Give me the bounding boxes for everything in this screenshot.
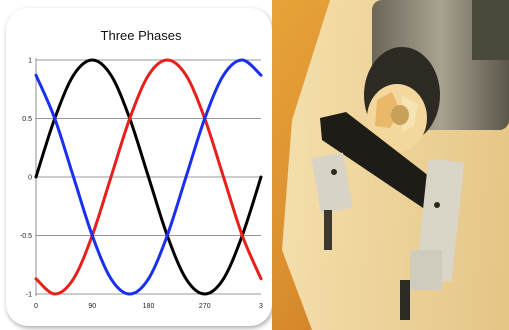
three-phases-chart: Three Phases 1 0.5 0 -0.5 -1 0 90 180 270 3 [6, 8, 272, 326]
y-tick-label-3: -0.5 [20, 233, 32, 240]
series-line-0 [34, 58, 263, 296]
x-tick-label-4: 3 [259, 303, 263, 310]
series-line-1 [34, 58, 263, 296]
chart-title: Three Phases [101, 28, 182, 43]
x-tick-label-0: 0 [34, 303, 38, 310]
series-layer [34, 58, 263, 296]
motor-photo-image [272, 0, 509, 330]
x-tick-label-2: 180 [143, 303, 155, 310]
x-tick-labels: 0 90 180 270 3 [34, 303, 263, 310]
y-tick-label-1: 0.5 [22, 116, 32, 123]
motor-photo [272, 0, 509, 330]
y-tick-label-4: -1 [26, 292, 32, 299]
x-tick-label-1: 90 [88, 303, 96, 310]
x-tick-label-3: 270 [199, 303, 211, 310]
y-tick-labels: 1 0.5 0 -0.5 -1 [20, 58, 32, 299]
y-tick-label-2: 0 [28, 175, 32, 182]
chart-canvas: Three Phases 1 0.5 0 -0.5 -1 0 90 180 270 3 [20, 28, 263, 310]
y-tick-label-0: 1 [28, 58, 32, 65]
series-line-2 [34, 58, 263, 296]
